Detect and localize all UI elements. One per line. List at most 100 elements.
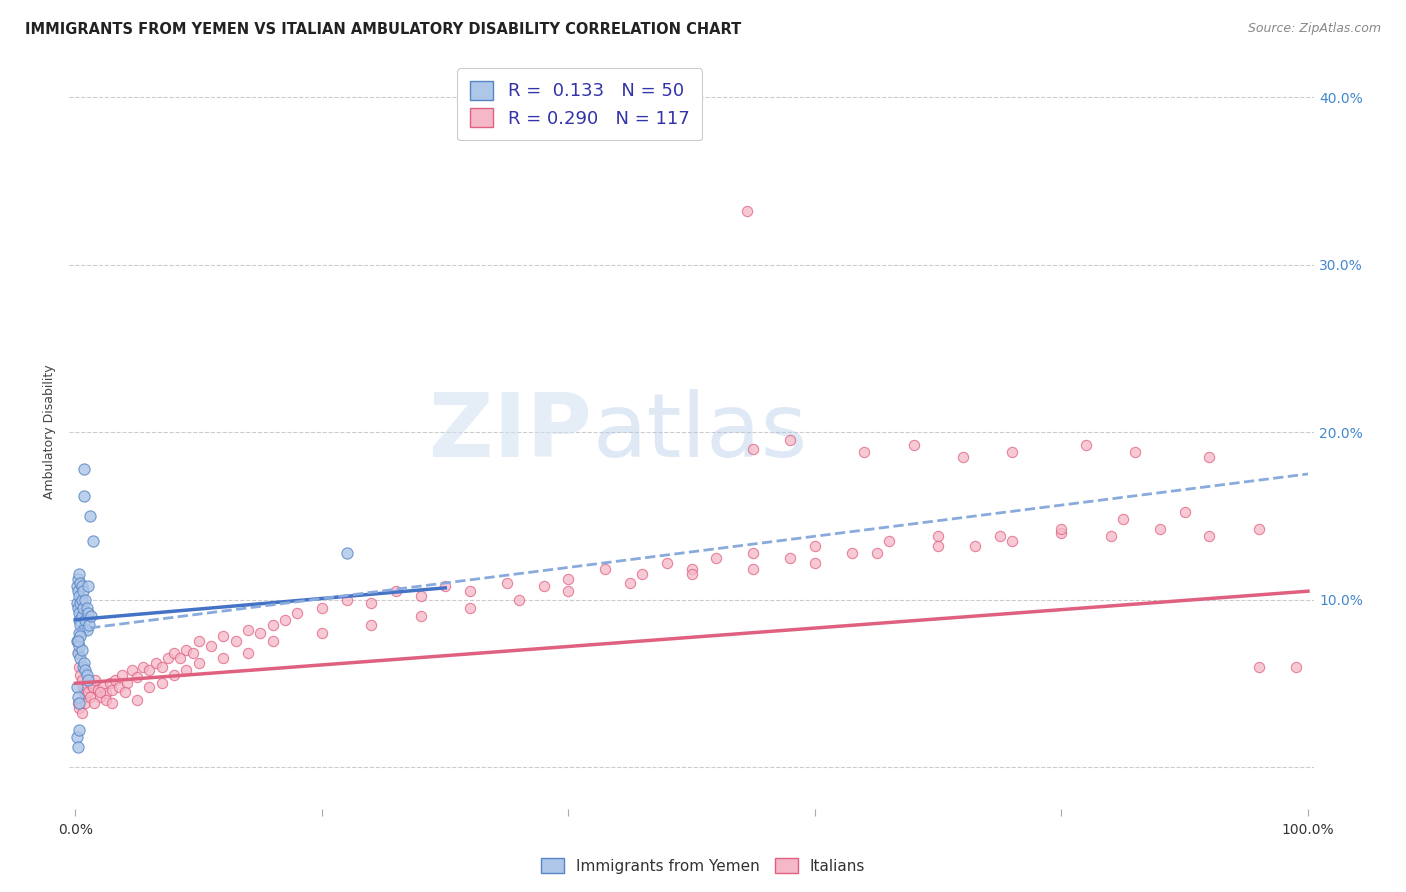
Point — [853, 445, 876, 459]
Point — [76, 668, 98, 682]
Point — [1099, 529, 1122, 543]
Point — [76, 606, 98, 620]
Point — [1125, 445, 1147, 459]
Point — [681, 567, 703, 582]
Point — [903, 438, 925, 452]
Point — [69, 617, 91, 632]
Point — [1112, 512, 1135, 526]
Point — [150, 676, 173, 690]
Point — [75, 592, 97, 607]
Point — [249, 626, 271, 640]
Point — [742, 562, 765, 576]
Point — [66, 690, 89, 704]
Point — [360, 617, 382, 632]
Point — [67, 701, 90, 715]
Point — [101, 683, 124, 698]
Point — [115, 676, 138, 690]
Point — [132, 659, 155, 673]
Point — [311, 601, 333, 615]
Point — [76, 673, 98, 687]
Point — [965, 539, 987, 553]
Point — [66, 601, 89, 615]
Point — [595, 562, 617, 576]
Point — [66, 634, 89, 648]
Point — [67, 626, 90, 640]
Point — [127, 693, 149, 707]
Point — [67, 613, 90, 627]
Point — [77, 617, 100, 632]
Point — [1001, 533, 1024, 548]
Point — [187, 657, 209, 671]
Point — [69, 596, 91, 610]
Point — [107, 680, 129, 694]
Point — [1074, 438, 1097, 452]
Point — [1001, 445, 1024, 459]
Point — [67, 589, 90, 603]
Point — [79, 690, 101, 704]
Point — [69, 668, 91, 682]
Point — [779, 434, 801, 448]
Point — [66, 634, 89, 648]
Point — [66, 730, 89, 744]
Point — [163, 668, 186, 682]
Point — [631, 567, 654, 582]
Point — [742, 546, 765, 560]
Point — [262, 634, 284, 648]
Point — [67, 640, 90, 654]
Point — [70, 673, 93, 687]
Point — [655, 556, 678, 570]
Point — [176, 663, 198, 677]
Point — [67, 567, 90, 582]
Point — [75, 663, 97, 677]
Text: Source: ZipAtlas.com: Source: ZipAtlas.com — [1247, 22, 1381, 36]
Point — [200, 640, 222, 654]
Point — [212, 651, 235, 665]
Point — [67, 697, 90, 711]
Point — [176, 643, 198, 657]
Point — [706, 550, 728, 565]
Point — [495, 575, 517, 590]
Point — [79, 508, 101, 523]
Point — [187, 634, 209, 648]
Point — [927, 539, 949, 553]
Point — [66, 646, 89, 660]
Point — [72, 601, 94, 615]
Point — [1198, 450, 1220, 465]
Point — [409, 589, 432, 603]
Point — [70, 609, 93, 624]
Point — [952, 450, 974, 465]
Point — [1149, 522, 1171, 536]
Point — [533, 579, 555, 593]
Point — [69, 575, 91, 590]
Point — [67, 723, 90, 738]
Point — [150, 659, 173, 673]
Point — [91, 680, 114, 694]
Point — [779, 550, 801, 565]
Point — [988, 529, 1011, 543]
Point — [70, 579, 93, 593]
Point — [557, 573, 579, 587]
Point — [84, 673, 107, 687]
Point — [70, 643, 93, 657]
Point — [67, 659, 90, 673]
Point — [66, 584, 89, 599]
Point — [89, 690, 111, 704]
Point — [311, 626, 333, 640]
Point — [163, 646, 186, 660]
Point — [82, 680, 104, 694]
Point — [101, 697, 124, 711]
Point — [76, 680, 98, 694]
Point — [1285, 659, 1308, 673]
Point — [66, 573, 89, 587]
Point — [75, 697, 97, 711]
Point — [138, 663, 160, 677]
Point — [927, 529, 949, 543]
Point — [66, 579, 89, 593]
Point — [557, 584, 579, 599]
Point — [169, 651, 191, 665]
Point — [72, 623, 94, 637]
Point — [72, 584, 94, 599]
Point — [360, 596, 382, 610]
Text: atlas: atlas — [592, 389, 807, 475]
Point — [72, 680, 94, 694]
